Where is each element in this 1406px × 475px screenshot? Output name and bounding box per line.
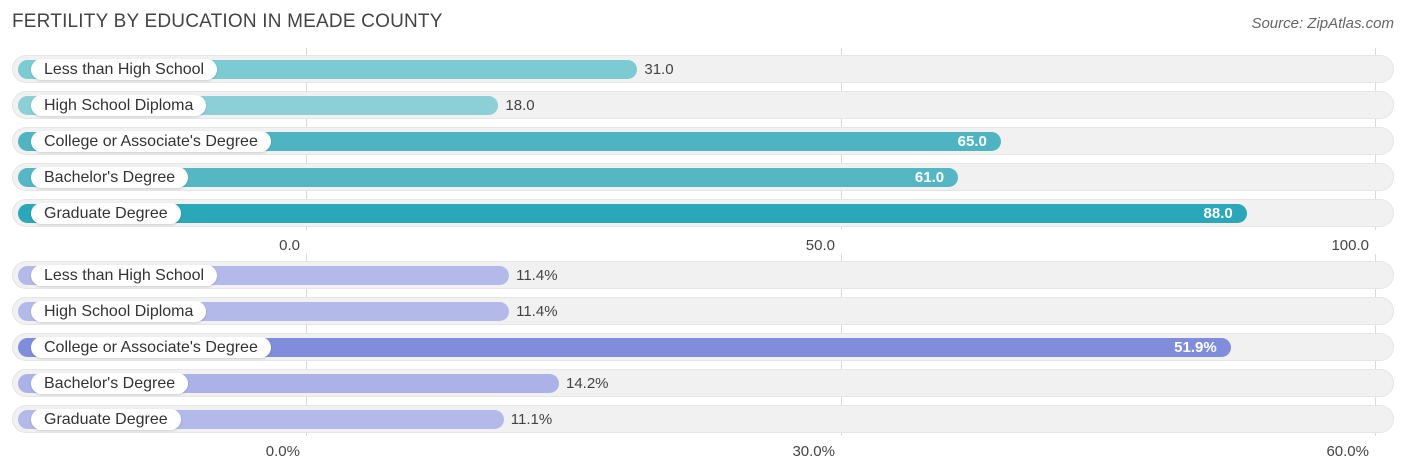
bar-row-graduate-degree: Graduate Degree 88.0	[12, 199, 1394, 227]
value-label: 11.4%	[516, 303, 558, 320]
category-label: College or Associate's Degree	[31, 337, 271, 358]
value-label: 61.0	[914, 169, 945, 186]
bar-row-less-than-high-school: Less than High School 31.0	[12, 55, 1394, 83]
category-label: College or Associate's Degree	[31, 131, 271, 152]
category-label: High School Diploma	[31, 95, 207, 116]
x-tick-label: 60.0%	[1326, 443, 1369, 460]
bar-row-bachelor-s-degree: Bachelor's Degree 61.0	[12, 163, 1394, 191]
category-label: Less than High School	[31, 59, 218, 80]
x-tick-label: 50.0	[805, 237, 835, 254]
bar-row-graduate-degree: Graduate Degree 11.1%	[12, 405, 1394, 433]
value-label: 11.4%	[516, 267, 558, 284]
value-label: 14.2%	[565, 375, 609, 392]
value-label: 18.0	[505, 97, 535, 114]
category-label: Graduate Degree	[31, 203, 181, 224]
bar-college-or-associate-s-degree[interactable]	[18, 338, 1231, 357]
bar-graduate-degree[interactable]	[18, 204, 1247, 223]
bar-bachelor-s-degree[interactable]	[18, 168, 959, 187]
bar-row-high-school-diploma: High School Diploma 11.4%	[12, 297, 1394, 325]
chart-title: FERTILITY BY EDUCATION IN MEADE COUNTY	[12, 11, 443, 32]
value-label: 65.0	[957, 133, 987, 150]
category-label: Graduate Degree	[31, 409, 181, 430]
source-credit: Source: ZipAtlas.com	[1251, 15, 1394, 32]
value-label: 11.1%	[510, 411, 553, 428]
x-tick-label: 0.0	[279, 237, 300, 254]
category-label: Less than High School	[31, 265, 218, 286]
bar-row-college-or-associate-s-degree: College or Associate's Degree 65.0	[12, 127, 1394, 155]
x-tick-label: 0.0%	[265, 443, 300, 460]
x-tick-label: 30.0%	[792, 443, 835, 460]
value-label: 51.9%	[1174, 339, 1217, 356]
bar-row-high-school-diploma: High School Diploma 18.0	[12, 91, 1394, 119]
x-tick-label: 100.0	[1331, 237, 1369, 254]
category-label: Bachelor's Degree	[31, 167, 189, 188]
bar-row-college-or-associate-s-degree: College or Associate's Degree 51.9%	[12, 333, 1394, 361]
category-label: High School Diploma	[31, 301, 207, 322]
bar-row-less-than-high-school: Less than High School 11.4%	[12, 261, 1394, 289]
value-label: 31.0	[644, 61, 674, 78]
category-label: Bachelor's Degree	[31, 373, 189, 394]
value-label: 88.0	[1203, 205, 1233, 222]
bar-row-bachelor-s-degree: Bachelor's Degree 14.2%	[12, 369, 1394, 397]
